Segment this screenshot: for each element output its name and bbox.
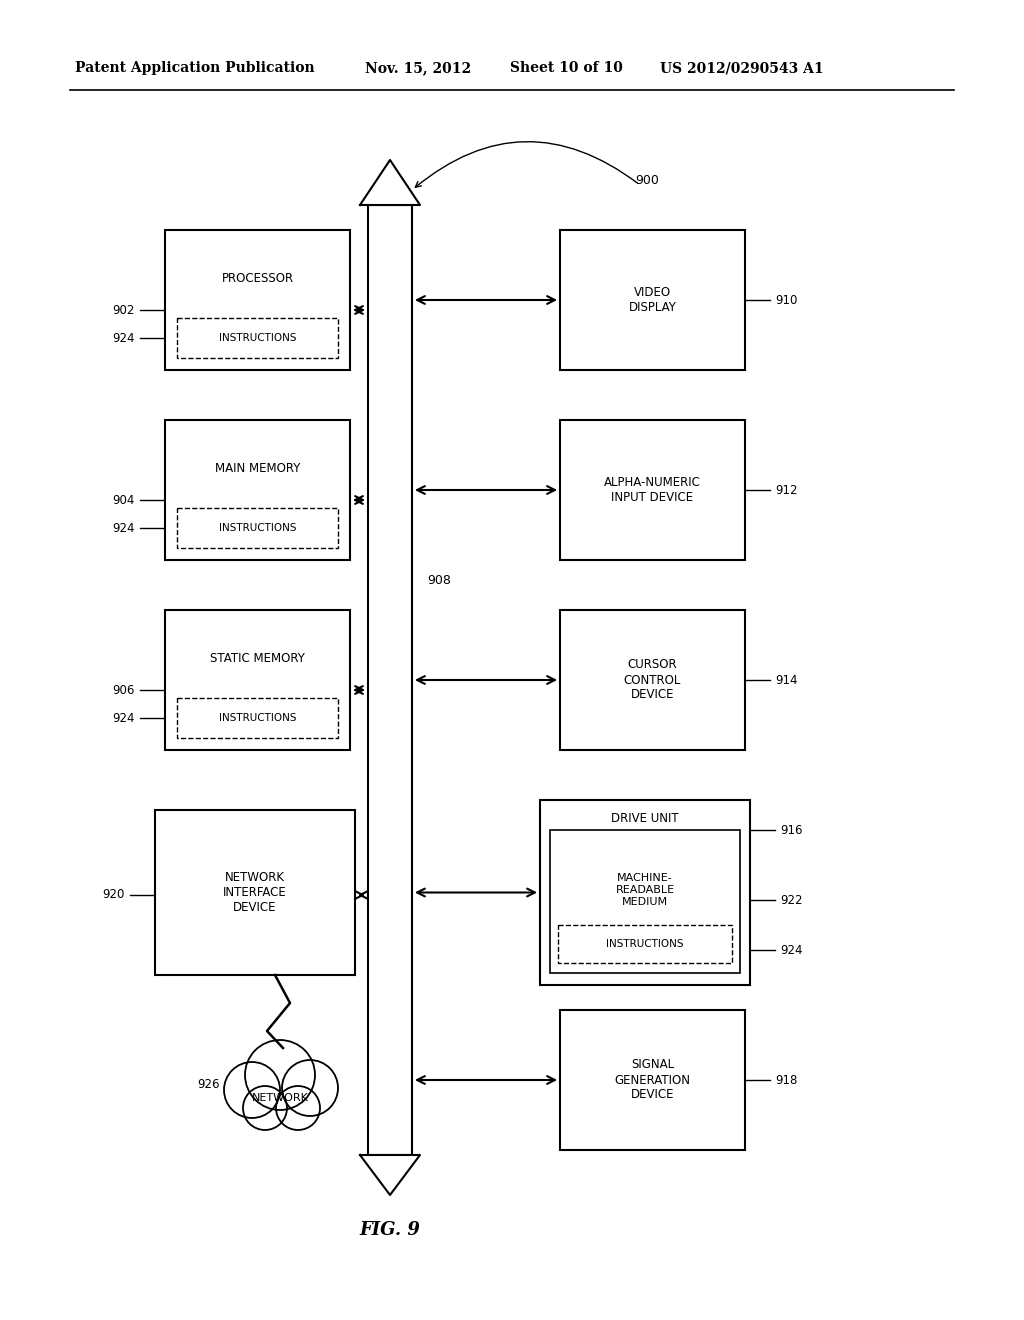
Text: Nov. 15, 2012: Nov. 15, 2012 — [365, 61, 471, 75]
Text: PROCESSOR: PROCESSOR — [221, 272, 294, 285]
Bar — [165, 610, 350, 750]
Text: INSTRUCTIONS: INSTRUCTIONS — [219, 333, 296, 343]
Text: VIDEO
DISPLAY: VIDEO DISPLAY — [629, 286, 677, 314]
Text: 900: 900 — [635, 173, 658, 186]
Text: ALPHA-NUMERIC
INPUT DEVICE: ALPHA-NUMERIC INPUT DEVICE — [604, 477, 701, 504]
Bar — [540, 800, 750, 985]
Circle shape — [224, 1063, 280, 1118]
Bar — [560, 230, 745, 370]
Circle shape — [245, 1040, 315, 1110]
Bar — [177, 508, 338, 548]
Text: FIG. 9: FIG. 9 — [359, 1221, 421, 1239]
Bar — [560, 610, 745, 750]
Text: Sheet 10 of 10: Sheet 10 of 10 — [510, 61, 623, 75]
Text: 904: 904 — [113, 494, 135, 507]
Text: 906: 906 — [113, 684, 135, 697]
Text: 920: 920 — [102, 888, 125, 902]
Text: STATIC MEMORY: STATIC MEMORY — [210, 652, 305, 665]
Text: DRIVE UNIT: DRIVE UNIT — [611, 812, 679, 825]
Text: MACHINE-
READABLE
MEDIUM: MACHINE- READABLE MEDIUM — [615, 874, 675, 907]
Text: 918: 918 — [775, 1073, 798, 1086]
Bar — [560, 420, 745, 560]
Bar — [368, 205, 412, 1155]
Bar — [550, 830, 740, 973]
Text: US 2012/0290543 A1: US 2012/0290543 A1 — [660, 61, 823, 75]
Text: 924: 924 — [780, 944, 803, 957]
Text: 902: 902 — [113, 304, 135, 317]
Polygon shape — [360, 160, 420, 205]
Text: 914: 914 — [775, 673, 798, 686]
Text: 916: 916 — [780, 824, 803, 837]
Text: NETWORK
INTERFACE
DEVICE: NETWORK INTERFACE DEVICE — [223, 871, 287, 913]
Bar — [165, 230, 350, 370]
Circle shape — [243, 1086, 287, 1130]
Text: NETWORK: NETWORK — [252, 1093, 308, 1104]
Text: 908: 908 — [427, 573, 451, 586]
Text: SIGNAL
GENERATION
DEVICE: SIGNAL GENERATION DEVICE — [614, 1059, 690, 1101]
Bar — [165, 420, 350, 560]
Text: 922: 922 — [780, 894, 803, 907]
Text: MAIN MEMORY: MAIN MEMORY — [215, 462, 300, 475]
Circle shape — [276, 1086, 319, 1130]
Text: INSTRUCTIONS: INSTRUCTIONS — [219, 523, 296, 533]
Text: 924: 924 — [113, 521, 135, 535]
Circle shape — [282, 1060, 338, 1115]
Text: 910: 910 — [775, 293, 798, 306]
Text: INSTRUCTIONS: INSTRUCTIONS — [606, 939, 684, 949]
Bar — [560, 1010, 745, 1150]
Bar — [177, 318, 338, 358]
Bar — [558, 925, 732, 964]
Text: 912: 912 — [775, 483, 798, 496]
Text: CURSOR
CONTROL
DEVICE: CURSOR CONTROL DEVICE — [624, 659, 681, 701]
Text: 926: 926 — [198, 1078, 220, 1092]
Bar — [177, 698, 338, 738]
Text: INSTRUCTIONS: INSTRUCTIONS — [219, 713, 296, 723]
Text: Patent Application Publication: Patent Application Publication — [75, 61, 314, 75]
Text: 924: 924 — [113, 331, 135, 345]
Bar — [155, 810, 355, 975]
Polygon shape — [360, 1155, 420, 1195]
Text: 924: 924 — [113, 711, 135, 725]
